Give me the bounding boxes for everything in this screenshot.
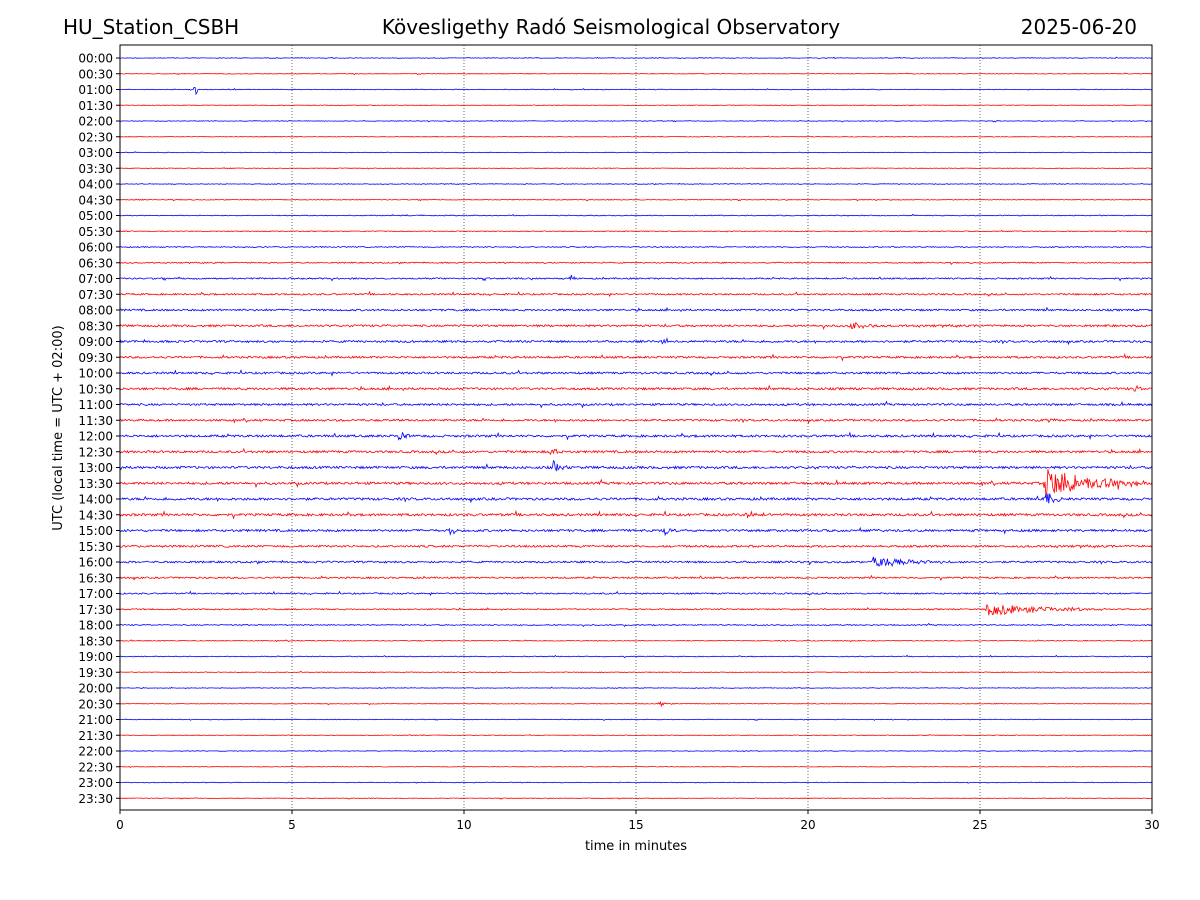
y-tick-label: 10:00 — [78, 367, 113, 381]
y-tick-label: 09:30 — [78, 351, 113, 365]
y-tick-label: 12:30 — [78, 445, 113, 459]
y-tick-label: 13:00 — [78, 461, 113, 475]
trace-1430 — [119, 509, 1153, 520]
y-tick-label: 16:00 — [78, 556, 113, 570]
y-tick-label: 23:30 — [78, 792, 113, 806]
y-tick-label: 00:30 — [78, 67, 113, 81]
y-tick-label: 06:00 — [78, 241, 113, 255]
trace-1230 — [119, 447, 1153, 456]
trace-0630 — [119, 261, 1153, 266]
trace-0800 — [119, 306, 1153, 313]
y-tick-label: 02:00 — [78, 115, 113, 129]
y-tick-label: 17:30 — [78, 603, 113, 617]
y-tick-label: 09:00 — [78, 335, 113, 349]
trace-2030 — [119, 700, 1153, 708]
y-tick-label: 07:00 — [78, 272, 113, 286]
y-tick-label: 02:30 — [78, 130, 113, 144]
y-tick-label: 18:00 — [78, 619, 113, 633]
grid-layer — [291, 45, 981, 810]
y-tick-label: 04:30 — [78, 193, 113, 207]
x-tick-label: 0 — [116, 818, 124, 832]
y-tick-label: 08:00 — [78, 304, 113, 318]
y-tick-label: 23:00 — [78, 776, 113, 790]
y-tick-label: 03:00 — [78, 146, 113, 160]
y-tick-label: 19:00 — [78, 650, 113, 664]
y-tick-label: 12:00 — [78, 430, 113, 444]
y-tick-label: 08:30 — [78, 319, 113, 333]
trace-2100 — [120, 718, 1153, 721]
y-tick-label: 21:30 — [78, 729, 113, 743]
trace-0700 — [120, 274, 1153, 282]
station-name: HU_Station_CSBH — [63, 15, 240, 39]
x-axis: 0 5 10 15 20 25 30 — [116, 810, 1160, 832]
trace-1900 — [120, 654, 1153, 659]
y-tick-label: 05:00 — [78, 209, 113, 223]
x-tick-label: 10 — [456, 818, 471, 832]
trace-1630 — [119, 574, 1153, 582]
y-tick-label: 18:30 — [78, 634, 113, 648]
y-tick-label: 22:30 — [78, 760, 113, 774]
y-tick-label: 14:30 — [78, 508, 113, 522]
y-tick-label: 04:00 — [78, 178, 113, 192]
y-tick-label: 15:30 — [78, 540, 113, 554]
y-tick-label: 15:00 — [78, 524, 113, 538]
trace-0100 — [119, 86, 1153, 96]
y-axis-label: UTC (local time = UTC + 02:00) — [51, 325, 66, 530]
trace-1830 — [119, 639, 1153, 643]
y-tick-label: 05:30 — [78, 225, 113, 239]
y-tick-label: 20:00 — [78, 682, 113, 696]
y-tick-label: 21:00 — [78, 713, 113, 727]
y-tick-label: 17:00 — [78, 587, 113, 601]
y-tick-label: 16:30 — [78, 571, 113, 585]
trace-0830 — [119, 322, 1153, 330]
x-axis-label: time in minutes — [585, 839, 687, 854]
y-tick-label: 20:30 — [78, 697, 113, 711]
y-tick-label: 07:30 — [78, 288, 113, 302]
x-tick-label: 25 — [972, 818, 987, 832]
trace-2230 — [119, 766, 1153, 769]
trace-1400 — [119, 493, 1153, 504]
y-tick-label: 11:00 — [78, 398, 113, 412]
y-tick-label: 00:00 — [78, 52, 113, 66]
y-tick-label: 01:30 — [78, 99, 113, 113]
trace-0030 — [119, 72, 1153, 76]
y-tick-label: 19:30 — [78, 666, 113, 680]
trace-0500 — [119, 213, 1153, 217]
y-tick-label: 11:30 — [78, 414, 113, 428]
x-tick-label: 5 — [288, 818, 296, 832]
chart-title: Kövesligethy Radó Seismological Observat… — [381, 15, 841, 39]
y-tick-label: 03:30 — [78, 162, 113, 176]
y-tick-label: 01:00 — [78, 83, 113, 97]
y-tick-label: 22:00 — [78, 745, 113, 759]
x-tick-label: 20 — [800, 818, 815, 832]
trace-1700 — [119, 590, 1153, 597]
y-tick-label: 10:30 — [78, 382, 113, 396]
trace-1030 — [119, 384, 1153, 392]
trace-0230 — [119, 135, 1153, 138]
x-tick-label: 15 — [628, 818, 643, 832]
x-tick-label: 30 — [1144, 818, 1159, 832]
chart-date: 2025-06-20 — [1020, 15, 1137, 39]
y-tick-label: 14:00 — [78, 493, 113, 507]
trace-0300 — [119, 151, 1153, 154]
trace-0430 — [119, 198, 1153, 202]
y-tick-label: 06:30 — [78, 256, 113, 270]
y-tick-label: 13:30 — [78, 477, 113, 491]
trace-2300 — [119, 781, 1153, 784]
